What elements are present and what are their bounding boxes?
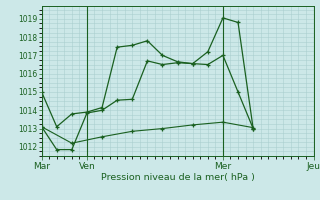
X-axis label: Pression niveau de la mer( hPa ): Pression niveau de la mer( hPa ) [101,173,254,182]
